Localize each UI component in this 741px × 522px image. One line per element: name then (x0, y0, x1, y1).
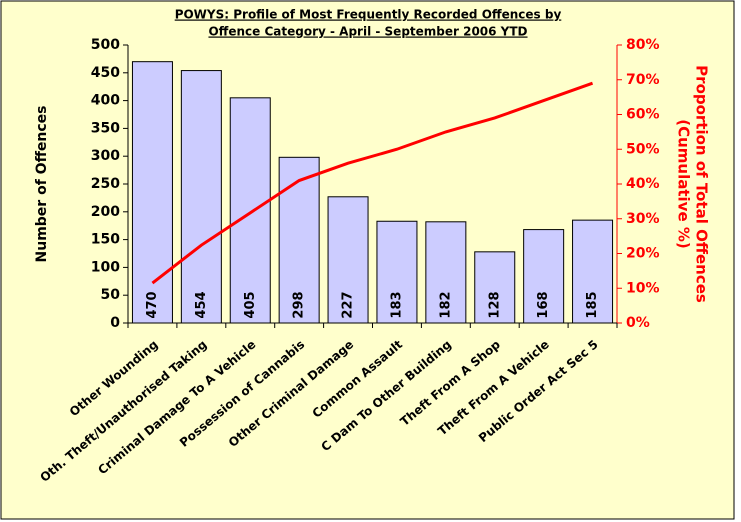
bar (278, 156, 320, 324)
y-tick-label: 450 (91, 65, 120, 81)
y-tick-label: 400 (91, 93, 120, 109)
bar (474, 251, 516, 324)
data-label: 298 (292, 291, 307, 318)
bar (131, 61, 173, 324)
data-label: 185 (585, 291, 600, 318)
y-tick-label: 100 (91, 259, 120, 275)
y2-tick-label: 20% (626, 246, 660, 262)
bar (376, 220, 418, 324)
y2-axis-label: (Cumulative %) (675, 119, 693, 249)
y2-tick-label: 40% (626, 176, 660, 192)
data-label: 454 (194, 291, 209, 318)
bar (425, 221, 467, 324)
y2-axis-label: Proportion of Total Offences (693, 65, 711, 303)
y2-tick-label: 0% (626, 315, 650, 331)
bar (572, 219, 614, 324)
y-tick-label: 350 (91, 120, 120, 136)
cumulative-line (151, 81, 594, 285)
data-label: 470 (145, 291, 160, 318)
chart-title: Offence Category - April - September 200… (208, 25, 527, 39)
chart-title: POWYS: Profile of Most Frequently Record… (175, 8, 562, 22)
y2-tick-label: 70% (626, 72, 660, 88)
bar (229, 97, 271, 324)
data-label: 183 (389, 291, 404, 318)
bar (523, 229, 565, 324)
bar (180, 70, 222, 324)
y-tick-label: 250 (91, 176, 120, 192)
y2-tick-label: 50% (626, 141, 660, 157)
data-label: 168 (536, 291, 551, 318)
y-tick-label: 300 (91, 148, 120, 164)
y-tick-label: 500 (91, 37, 120, 53)
y2-tick-label: 10% (626, 280, 660, 296)
data-label: 182 (438, 291, 453, 318)
y2-tick-label: 60% (626, 107, 660, 123)
y-tick-label: 0 (110, 315, 120, 331)
y-axis-label: Number of Offences (34, 106, 50, 263)
y2-tick-label: 30% (626, 211, 660, 227)
data-label: 128 (487, 291, 502, 318)
y-tick-label: 150 (91, 232, 120, 248)
y-tick-label: 50 (101, 287, 121, 303)
y2-tick-label: 80% (626, 37, 660, 53)
y-tick-label: 200 (91, 204, 120, 220)
data-label: 227 (341, 291, 356, 318)
data-label: 405 (243, 291, 258, 318)
bar (327, 196, 369, 324)
